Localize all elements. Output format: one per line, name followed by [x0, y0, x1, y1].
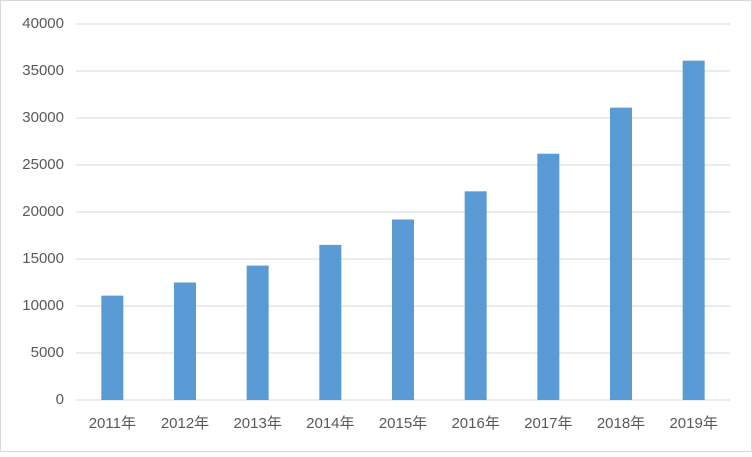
x-tick-label: 2016年 — [451, 415, 499, 432]
bar — [101, 295, 124, 400]
x-tick-label: 2018年 — [597, 415, 645, 432]
bar — [174, 282, 196, 400]
bar — [682, 60, 705, 400]
bar — [610, 107, 632, 400]
x-tick-label: 2012年 — [161, 415, 209, 432]
x-tick-label: 2014年 — [306, 415, 354, 432]
y-tick-label: 15000 — [22, 250, 64, 267]
y-tick-label: 10000 — [22, 297, 64, 314]
x-tick-label: 2015年 — [379, 415, 427, 432]
x-tick-label: 2011年 — [89, 415, 136, 432]
bar — [392, 219, 414, 400]
y-tick-label: 20000 — [22, 203, 64, 220]
bar — [246, 265, 269, 400]
y-tick-label: 40000 — [22, 15, 64, 32]
x-tick-label: 2013年 — [233, 415, 281, 432]
bar — [537, 153, 560, 400]
x-tick-label: 2017年 — [524, 415, 572, 432]
y-tick-label: 25000 — [22, 156, 64, 173]
bar — [464, 191, 487, 400]
y-tick-label: 35000 — [22, 62, 64, 79]
y-tick-label: 5000 — [31, 344, 64, 361]
x-tick-label: 2019年 — [669, 415, 717, 432]
y-tick-label: 30000 — [22, 109, 64, 126]
bar — [319, 244, 342, 400]
y-tick-label: 0 — [56, 391, 64, 408]
